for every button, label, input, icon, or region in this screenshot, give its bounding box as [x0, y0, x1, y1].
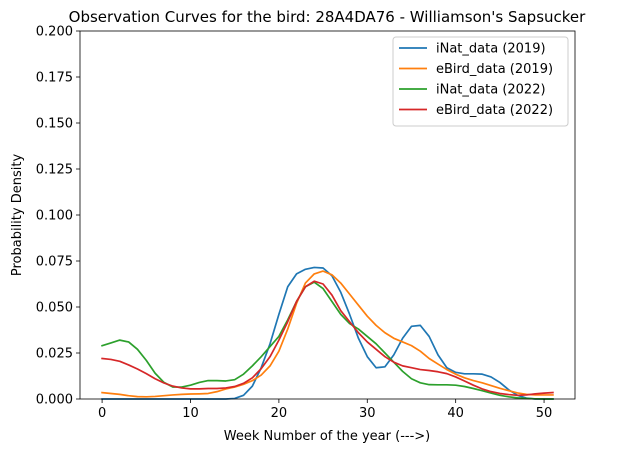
- x-tick-label: 0: [98, 406, 106, 421]
- y-tick-label: 0.050: [36, 301, 73, 316]
- y-tick-label: 0.000: [36, 393, 73, 408]
- y-tick-label: 0.150: [36, 117, 73, 132]
- legend-label: eBird_data (2022): [436, 103, 553, 118]
- x-tick-label: 20: [271, 406, 288, 421]
- chart-title: Observation Curves for the bird: 28A4DA7…: [69, 8, 586, 26]
- legend-label: iNat_data (2022): [436, 83, 546, 98]
- axes-group: 0 10 20 30 40 50 0.000 0.025 0.050 0.075 0.100 0.12…: [36, 25, 576, 421]
- x-tick-label: 50: [536, 406, 553, 421]
- y-tick-label: 0.100: [36, 209, 73, 224]
- series-line-2: [101, 270, 554, 398]
- x-axis-title: Week Number of the year (--->): [224, 429, 430, 444]
- y-tick-label: 0.200: [36, 25, 73, 40]
- x-tick-label: 40: [447, 406, 464, 421]
- legend-label: eBird_data (2019): [436, 62, 553, 77]
- legend-label: iNat_data (2019): [436, 42, 546, 57]
- series-line-4: [101, 280, 554, 397]
- x-tick-label: 30: [359, 406, 376, 421]
- y-axis-title: Probability Density: [10, 154, 25, 277]
- y-tick-label: 0.175: [36, 71, 73, 86]
- y-tick-label: 0.025: [36, 347, 73, 362]
- x-tick-label: 10: [182, 406, 199, 421]
- legend-box: [392, 36, 569, 127]
- legend: iNat_data (2019) eBird_data (2019) iNat_da…: [392, 36, 569, 127]
- y-tick-label: 0.125: [36, 163, 73, 178]
- y-tick-label: 0.075: [36, 255, 73, 270]
